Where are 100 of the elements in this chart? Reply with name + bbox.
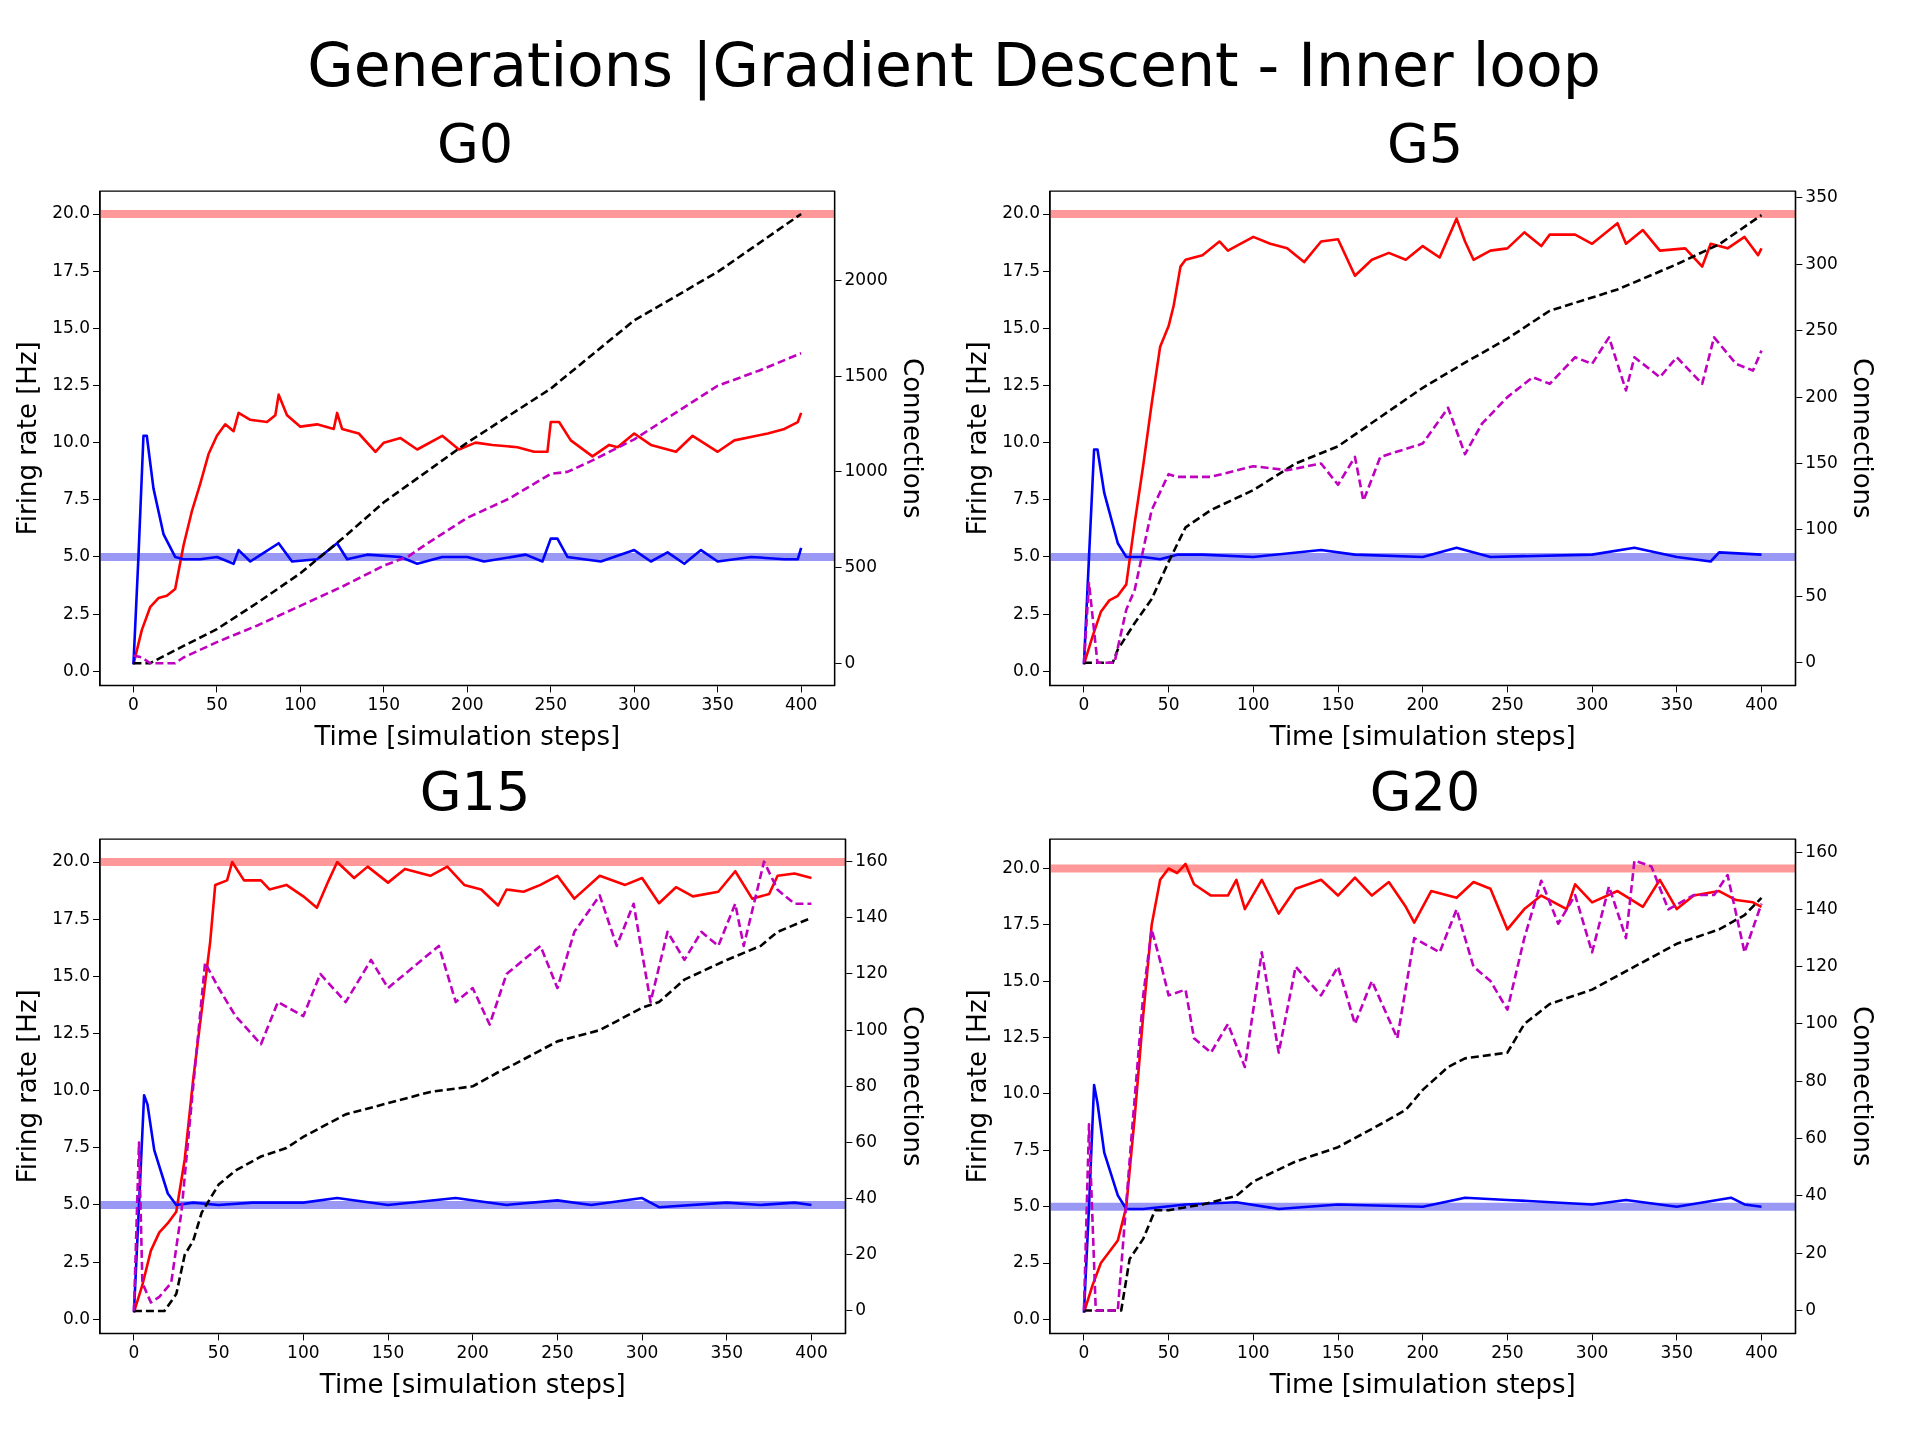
y-tick-label: 10.0: [52, 1079, 91, 1100]
y2-tick-label: 2000: [844, 268, 888, 289]
y-tick-label: 10.0: [1002, 1082, 1041, 1103]
y-tick-label: 0.0: [1013, 1307, 1041, 1328]
y-axis-title: Firing rate [Hz]: [12, 989, 43, 1184]
x-tick-label: 400: [784, 694, 818, 715]
y-tick-label: 15.0: [1002, 316, 1041, 337]
y2-tick-label: 80: [1805, 1069, 1827, 1090]
y-tick-label: 17.5: [1002, 913, 1041, 934]
x-tick-label: 300: [1575, 694, 1609, 715]
y-tick-label: 7.5: [1013, 488, 1041, 509]
y2-tick-label: 160: [855, 850, 888, 871]
y2-tick-label: 40: [855, 1187, 877, 1208]
y2-tick-label: 160: [1805, 840, 1838, 861]
x-tick-label: 50: [1157, 1342, 1180, 1363]
x-tick-label: 100: [287, 1342, 320, 1363]
y-axis-title: Firing rate [Hz]: [962, 341, 993, 536]
x-tick-label: 400: [795, 1342, 828, 1363]
y-tick-label: 5.0: [1013, 545, 1041, 566]
y-tick-label: 17.5: [1002, 259, 1041, 280]
y-tick-label: 7.5: [63, 488, 91, 509]
y-tick-label: 2.5: [63, 1250, 91, 1271]
x-tick-label: 200: [1406, 1342, 1439, 1363]
x-tick-label: 150: [371, 1342, 405, 1363]
y-tick-label: 20.0: [1002, 856, 1041, 877]
y2-tick-label: 500: [844, 555, 877, 576]
y2-tick-label: 350: [1805, 186, 1838, 207]
y2-axis-title: Connections: [897, 357, 928, 519]
x-tick-label: 50: [206, 694, 228, 715]
y2-tick-label: 1500: [844, 364, 888, 385]
y2-tick-label: 120: [1805, 955, 1838, 976]
y2-tick-label: 140: [1805, 897, 1838, 918]
y2-axis-title: Connections: [1847, 1005, 1878, 1167]
y2-tick-label: 100: [855, 1018, 888, 1039]
y-tick-label: 0.0: [63, 1307, 91, 1328]
y-tick-label: 0.0: [1013, 659, 1041, 680]
x-tick-label: 150: [1321, 1342, 1355, 1363]
y-tick-label: 10.0: [52, 431, 91, 452]
x-tick-label: 250: [534, 694, 567, 715]
x-tick-label: 100: [1237, 1342, 1270, 1363]
y2-tick-label: 200: [1805, 385, 1838, 406]
y2-tick-label: 100: [1805, 1012, 1838, 1033]
line-series: [1082, 336, 1763, 665]
x-tick-label: 0: [1078, 1342, 1090, 1363]
y2-tick-label: 80: [855, 1074, 877, 1095]
y-tick-label: 0.0: [63, 659, 91, 680]
x-tick-label: 300: [618, 694, 651, 715]
y-tick-label: 20.0: [52, 850, 91, 871]
y-tick-label: 5.0: [63, 545, 91, 566]
y2-tick-label: 150: [1805, 451, 1838, 472]
x-tick-label: 300: [625, 1342, 659, 1363]
y2-tick-label: 250: [1805, 319, 1838, 340]
x-tick-label: 50: [207, 1342, 230, 1363]
y-tick-label: 12.5: [52, 373, 91, 394]
x-tick-label: 0: [1078, 694, 1090, 715]
x-tick-label: 350: [1660, 1342, 1694, 1363]
y-tick-label: 7.5: [1013, 1138, 1041, 1159]
x-tick-label: 350: [710, 1342, 744, 1363]
x-axis-title: Time [simulation steps]: [313, 721, 621, 752]
x-axis-title: Time [simulation steps]: [1268, 721, 1576, 752]
x-axis-title: Time [simulation steps]: [1268, 1369, 1576, 1400]
x-tick-label: 350: [1660, 694, 1694, 715]
y-tick-label: 20.0: [52, 202, 91, 223]
y2-tick-label: 100: [1805, 518, 1838, 539]
y-tick-label: 2.5: [1013, 602, 1041, 623]
x-tick-label: 350: [701, 694, 734, 715]
x-tick-label: 250: [1491, 1342, 1524, 1363]
chart-title: G15: [418, 759, 532, 825]
x-tick-label: 200: [456, 1342, 489, 1363]
y2-tick-label: 0: [844, 651, 856, 672]
x-tick-label: 400: [1745, 1342, 1778, 1363]
y-tick-label: 12.5: [52, 1021, 91, 1042]
x-tick-label: 0: [128, 694, 139, 715]
y-tick-label: 20.0: [1002, 202, 1041, 223]
chart-title: G5: [1385, 111, 1465, 177]
y-tick-label: 15.0: [52, 316, 91, 337]
x-tick-label: 400: [1745, 694, 1778, 715]
y-tick-label: 10.0: [1002, 431, 1041, 452]
x-tick-label: 100: [284, 694, 317, 715]
y-tick-label: 15.0: [1002, 969, 1041, 990]
x-tick-label: 150: [1321, 694, 1355, 715]
chart-subtitle: G0: [435, 111, 515, 177]
y-tick-label: 5.0: [63, 1193, 91, 1214]
y-tick-label: 7.5: [63, 1136, 91, 1157]
y2-axis-title: Connections: [897, 1005, 928, 1167]
x-tick-label: 0: [128, 1342, 140, 1363]
y-tick-label: 17.5: [52, 907, 91, 928]
x-tick-label: 300: [1575, 1342, 1609, 1363]
y-axis-title: Firing rate [Hz]: [12, 341, 43, 536]
y-tick-label: 12.5: [1002, 1026, 1041, 1047]
y2-tick-label: 50: [1805, 584, 1827, 605]
x-tick-label: 250: [1491, 694, 1524, 715]
y2-tick-label: 20: [1805, 1241, 1827, 1262]
x-tick-label: 200: [451, 694, 484, 715]
line-series: [132, 212, 803, 665]
y2-tick-label: 140: [855, 906, 888, 927]
y2-axis-title: Connections: [1847, 357, 1878, 519]
x-tick-label: 200: [1406, 694, 1439, 715]
x-tick-label: 150: [367, 694, 401, 715]
y2-tick-label: 60: [855, 1130, 877, 1151]
